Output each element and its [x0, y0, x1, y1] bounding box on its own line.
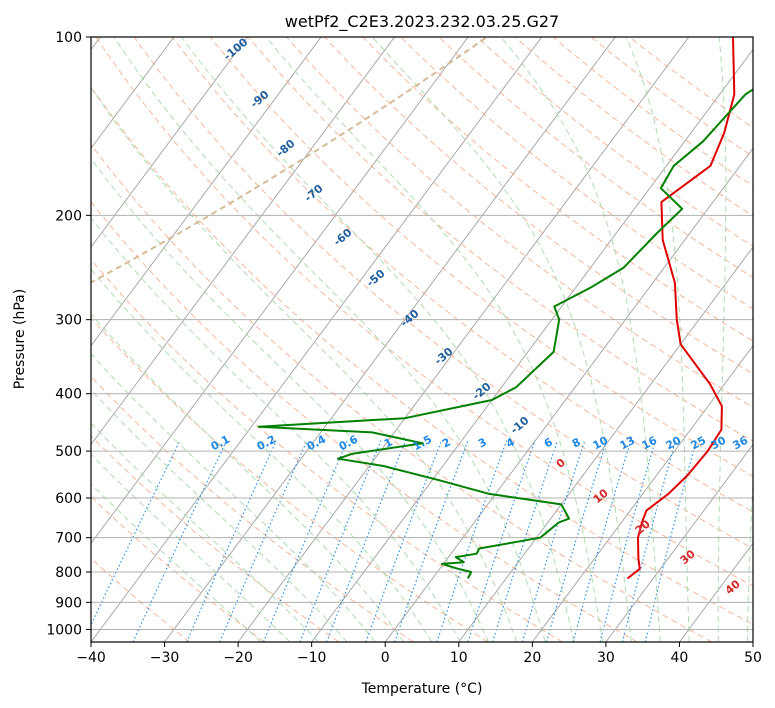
y-axis-ticks: 100 200 300 400 500 600 700 800 900 1000 — [46, 30, 91, 638]
isotherm-line — [752, 641, 753, 642]
dry-adiabat-line — [400, 37, 753, 310]
y-tick-label: 300 — [55, 313, 82, 329]
moist-adiabat-line — [500, 37, 661, 642]
y-tick-label: 1000 — [46, 622, 82, 638]
x-tick-label: 20 — [523, 650, 541, 666]
y-tick-label: 800 — [55, 565, 82, 581]
moist-adiabat-line — [181, 37, 575, 642]
isotherm-line — [91, 37, 248, 248]
x-tick-label: 30 — [597, 650, 615, 666]
mixing-ratio-label: 10 — [591, 434, 611, 453]
profile-lines — [257, 37, 753, 580]
isotherm-line — [531, 345, 753, 642]
mixing-ratio-line — [492, 440, 559, 642]
x-axis-label: Temperature (°C) — [361, 681, 483, 697]
freezing-reference-line — [91, 37, 488, 284]
dry-adiabat-line — [91, 258, 563, 642]
mixing-ratio-line — [546, 440, 608, 642]
mixing-ratio-line — [186, 440, 277, 642]
x-tick-label: 0 — [381, 650, 390, 666]
dewpoint-line — [257, 88, 753, 579]
x-tick-label: 50 — [744, 650, 762, 666]
mixing-ratio-line — [521, 440, 586, 642]
mixing-ratio-line — [365, 440, 443, 642]
background-reference-lines — [91, 37, 753, 642]
x-tick-label: −10 — [297, 650, 327, 666]
dry-adiabat-line — [133, 37, 753, 550]
y-axis-label: Pressure (hPa) — [12, 289, 28, 389]
mixing-ratio-label: 13 — [618, 434, 638, 453]
dry-adiabat-line — [91, 201, 638, 642]
mixing-ratio-line — [599, 440, 656, 642]
isotherm-line — [164, 37, 616, 642]
mixing-ratio-label: 16 — [640, 434, 660, 453]
isotherm-line — [91, 37, 175, 150]
dry-adiabat-line — [209, 37, 753, 477]
moist-adiabat-line — [717, 37, 727, 642]
dry-adiabat-line — [95, 37, 753, 587]
moist-adiabat-line — [91, 353, 376, 642]
isotherm-line — [458, 246, 753, 642]
y-tick-label: 400 — [55, 387, 82, 403]
moist-adiabat-line — [625, 37, 690, 642]
x-axis-ticks: −40 −30 −20 −10 0 10 20 30 40 50 — [76, 642, 762, 666]
dry-adiabat-line — [362, 37, 753, 342]
moist-adiabat-line — [371, 37, 632, 642]
x-tick-label: −40 — [76, 650, 106, 666]
dry-adiabat-line — [171, 37, 753, 513]
moist-adiabat-line — [91, 422, 319, 642]
dry-adiabat-line — [91, 143, 713, 642]
isotherm-line — [237, 37, 690, 642]
isotherm-line — [91, 37, 469, 545]
mixing-ratio-label: 25 — [689, 434, 709, 453]
isotherm-line — [91, 37, 322, 347]
moist-adiabat-line — [113, 37, 546, 642]
y-tick-label: 200 — [55, 208, 82, 224]
moist-adiabat-line — [91, 217, 461, 642]
mixing-ratio-line — [394, 440, 469, 642]
moist-adiabat-line — [91, 313, 405, 642]
x-tick-label: −30 — [150, 650, 180, 666]
chart-title: wetPf2_C2E3.2023.232.03.25.G27 — [285, 12, 559, 32]
dry-adiabat-line — [91, 86, 753, 626]
mixing-ratio-line — [262, 440, 348, 642]
y-tick-label: 100 — [55, 30, 82, 46]
mixing-ratio-line — [644, 440, 697, 642]
y-tick-label: 600 — [55, 491, 82, 507]
moist-adiabat-line — [91, 483, 262, 642]
mixing-ratio-line — [572, 440, 632, 642]
isotherm-line — [91, 37, 395, 446]
x-tick-label: 40 — [671, 650, 689, 666]
x-tick-label: 10 — [450, 650, 468, 666]
y-tick-label: 900 — [55, 595, 82, 611]
isotherm-line — [605, 443, 753, 642]
mixing-ratio-line — [219, 440, 308, 642]
mixing-ratio-line — [622, 440, 677, 642]
mixing-ratio-label: 20 — [664, 434, 684, 453]
dry-adiabat-line — [91, 375, 414, 642]
pressure-gridlines — [91, 37, 753, 630]
isotherm-line — [91, 37, 543, 642]
isotherm-line — [311, 48, 753, 642]
moist-adiabat-line — [91, 389, 348, 642]
temperature-line — [626, 37, 736, 580]
mixing-ratio-label: 30 — [709, 434, 729, 453]
moist-adiabat-line — [91, 268, 433, 642]
x-tick-label: −20 — [223, 650, 253, 666]
y-tick-label: 700 — [55, 531, 82, 547]
isotherm-line — [384, 147, 753, 642]
plot-frame — [90, 36, 754, 643]
moist-adiabat-line — [91, 86, 518, 642]
moist-adiabat-line — [265, 37, 604, 642]
mixing-ratio-label: 36 — [731, 434, 751, 453]
dry-adiabat-line — [248, 37, 753, 443]
moist-adiabat-line — [91, 157, 489, 642]
plot-area — [91, 37, 753, 642]
y-tick-label: 500 — [55, 444, 82, 460]
moist-adiabat-line — [91, 453, 291, 642]
